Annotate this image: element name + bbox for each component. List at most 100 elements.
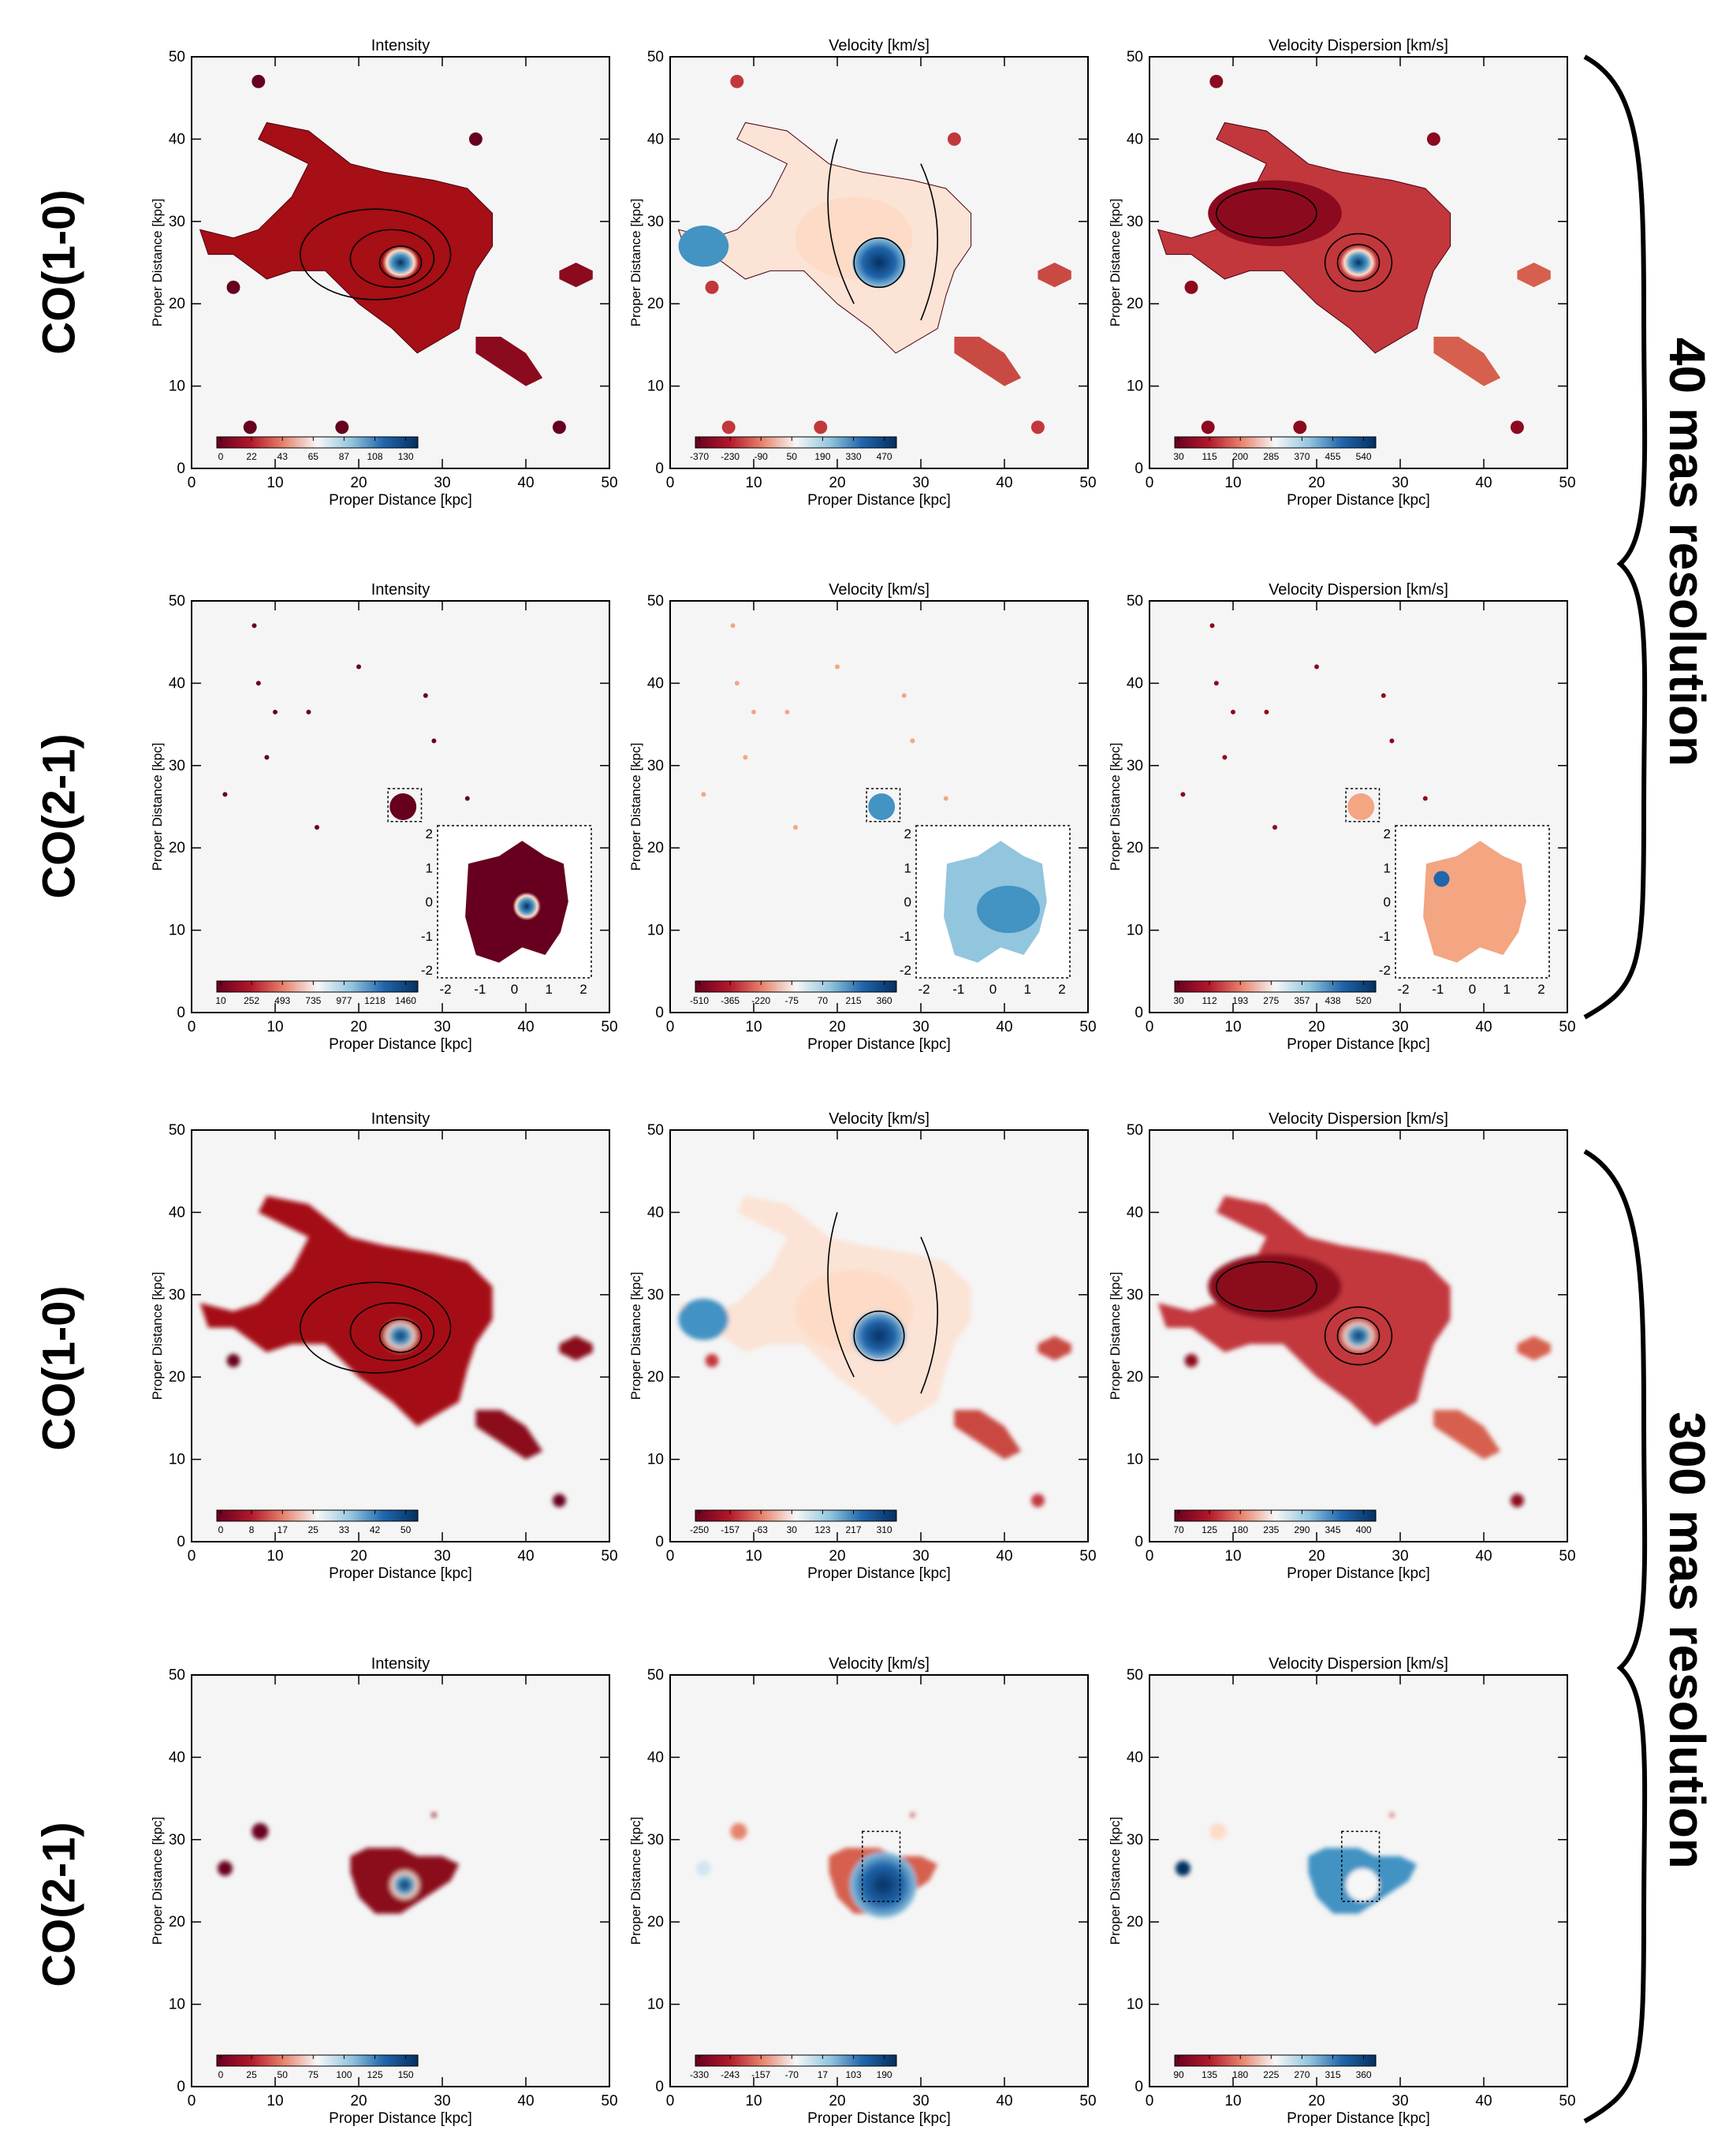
emission-blob (252, 1822, 269, 1840)
panel-title: Velocity [km/s] (829, 581, 930, 599)
y-tick-label: 10 (647, 1997, 664, 2013)
emission-blob (730, 623, 736, 629)
colorbar-scale (695, 1509, 897, 1522)
emission-blob (1209, 1822, 1227, 1840)
y-tick-label: 0 (177, 1005, 185, 1021)
galaxy-emission (222, 623, 470, 830)
x-tick-label: 50 (601, 2093, 617, 2109)
x-tick-label: 30 (1392, 2093, 1408, 2109)
inset-y-tick-label: -1 (421, 929, 433, 944)
y-tick-label: 50 (647, 49, 664, 65)
x-tick-label: 40 (517, 1548, 534, 1565)
emission-blob (943, 796, 948, 801)
colorbar-tick-label: -243 (721, 2069, 740, 2080)
galaxy-nucleus (382, 1319, 419, 1352)
axes-frame (669, 1674, 1089, 2087)
axes-frame (191, 1129, 610, 1542)
emission-blob (947, 132, 961, 146)
inset-y-tick-label: -2 (1379, 963, 1391, 978)
panel-r1-c1: Intensity 0 10 20 30 40 50 0 10 20 30 40 50 Proper Di… (150, 37, 618, 509)
inset-x-tick-label: -1 (1432, 982, 1444, 997)
y-axis-label: Proper Distance [kpc] (150, 743, 165, 871)
y-tick-label: 50 (647, 593, 664, 610)
x-tick-label: 50 (1559, 1548, 1575, 1565)
galaxy-tail (1433, 1410, 1501, 1460)
colorbar-tick-label: 1460 (395, 995, 416, 1006)
emission-blob (468, 132, 483, 146)
colorbar-scale (1174, 436, 1377, 449)
inset-y-tick-label: 1 (426, 860, 433, 875)
galaxy-east-clump (1038, 1336, 1071, 1361)
galaxy-body (199, 1195, 493, 1427)
y-tick-label: 20 (1127, 296, 1143, 312)
y-axis-label: Proper Distance [kpc] (628, 199, 643, 327)
x-tick-label: 50 (1079, 1019, 1096, 1035)
galaxy-emission (1157, 1195, 1551, 1508)
galaxy-emission (678, 1195, 1071, 1508)
colorbar-tick-label: 103 (845, 2069, 861, 2080)
x-tick-label: 10 (1224, 475, 1241, 491)
panel-title: Velocity [km/s] (829, 37, 930, 54)
colorbar-tick-label: 470 (877, 451, 892, 462)
emission-blob (835, 664, 840, 670)
colorbar-tick-label: 0 (218, 1524, 224, 1535)
inset-x-tick-label: -2 (439, 982, 451, 997)
colorbar-tick-label: 345 (1325, 1524, 1340, 1535)
emission-blob (1381, 693, 1386, 699)
colorbar-scale (216, 980, 419, 993)
galaxy-emission (677, 74, 1071, 435)
emission-blob (315, 825, 319, 830)
colorbar-tick-label: 315 (1325, 2069, 1340, 2080)
emission-blob (730, 74, 744, 88)
colorbar-tick-label: 190 (814, 451, 830, 462)
x-tick-label: 50 (601, 475, 617, 491)
colorbar-tick-label: 540 (1356, 451, 1372, 462)
y-tick-label: 0 (1135, 461, 1143, 477)
x-tick-label: 20 (829, 2093, 845, 2109)
y-tick-label: 0 (655, 1534, 664, 1550)
colorbar-tick-label: 180 (1232, 1524, 1248, 1535)
emission-blob (1030, 420, 1045, 435)
contour-lines (300, 208, 452, 300)
inset-y-tick-label: 1 (1384, 860, 1391, 875)
zoom-inset: -2 -2 -1 -1 0 0 1 1 2 2 (421, 825, 592, 997)
x-tick-label: 40 (1475, 2093, 1492, 2109)
contour (853, 237, 905, 289)
colorbar-tick-label: 252 (244, 995, 259, 1006)
x-tick-label: 50 (1079, 1548, 1096, 1565)
colorbar-tick-label: 115 (1202, 451, 1217, 462)
contour (1336, 1317, 1381, 1355)
inset-x-tick-label: 1 (1503, 982, 1511, 997)
galaxy-nucleus (852, 237, 906, 288)
colorbar: 30 112 193 275 357 438 520 (1173, 980, 1377, 1006)
colorbar-tick-label: -157 (751, 2069, 770, 2080)
y-tick-label: 10 (1127, 1452, 1143, 1468)
colorbar-tick-label: 0 (218, 451, 224, 462)
colorbar-scale (216, 2054, 419, 2067)
galaxy-emission (217, 1812, 460, 1914)
galaxy-east-clump (559, 1336, 593, 1361)
x-axis-label: Proper Distance [kpc] (329, 492, 472, 509)
emission-blob (734, 681, 740, 686)
y-tick-label: 10 (1127, 923, 1143, 939)
contour (349, 1302, 435, 1362)
x-axis-label: Proper Distance [kpc] (1287, 492, 1430, 509)
emission-blob (695, 1860, 711, 1876)
y-tick-label: 20 (647, 840, 664, 856)
colorbar-tick-label: 735 (305, 995, 321, 1006)
colorbar-tick-label: -75 (785, 995, 799, 1006)
colorbar-tick-label: 438 (1325, 995, 1340, 1006)
y-tick-label: 50 (169, 49, 185, 65)
galaxy-east-clump (559, 263, 593, 288)
emission-blob (1389, 738, 1395, 744)
x-axis-label: Proper Distance [kpc] (807, 1036, 951, 1053)
axes-frame (1149, 1129, 1568, 1542)
colorbar: 10 252 493 735 977 1218 1460 (215, 980, 419, 1006)
x-tick-label: 50 (1079, 475, 1096, 491)
colorbar-tick-label: 225 (1263, 2069, 1279, 2080)
galaxy-nucleus (388, 1868, 422, 1902)
x-axis-label: Proper Distance [kpc] (329, 2110, 472, 2127)
colorbar-scale (1174, 980, 1377, 993)
